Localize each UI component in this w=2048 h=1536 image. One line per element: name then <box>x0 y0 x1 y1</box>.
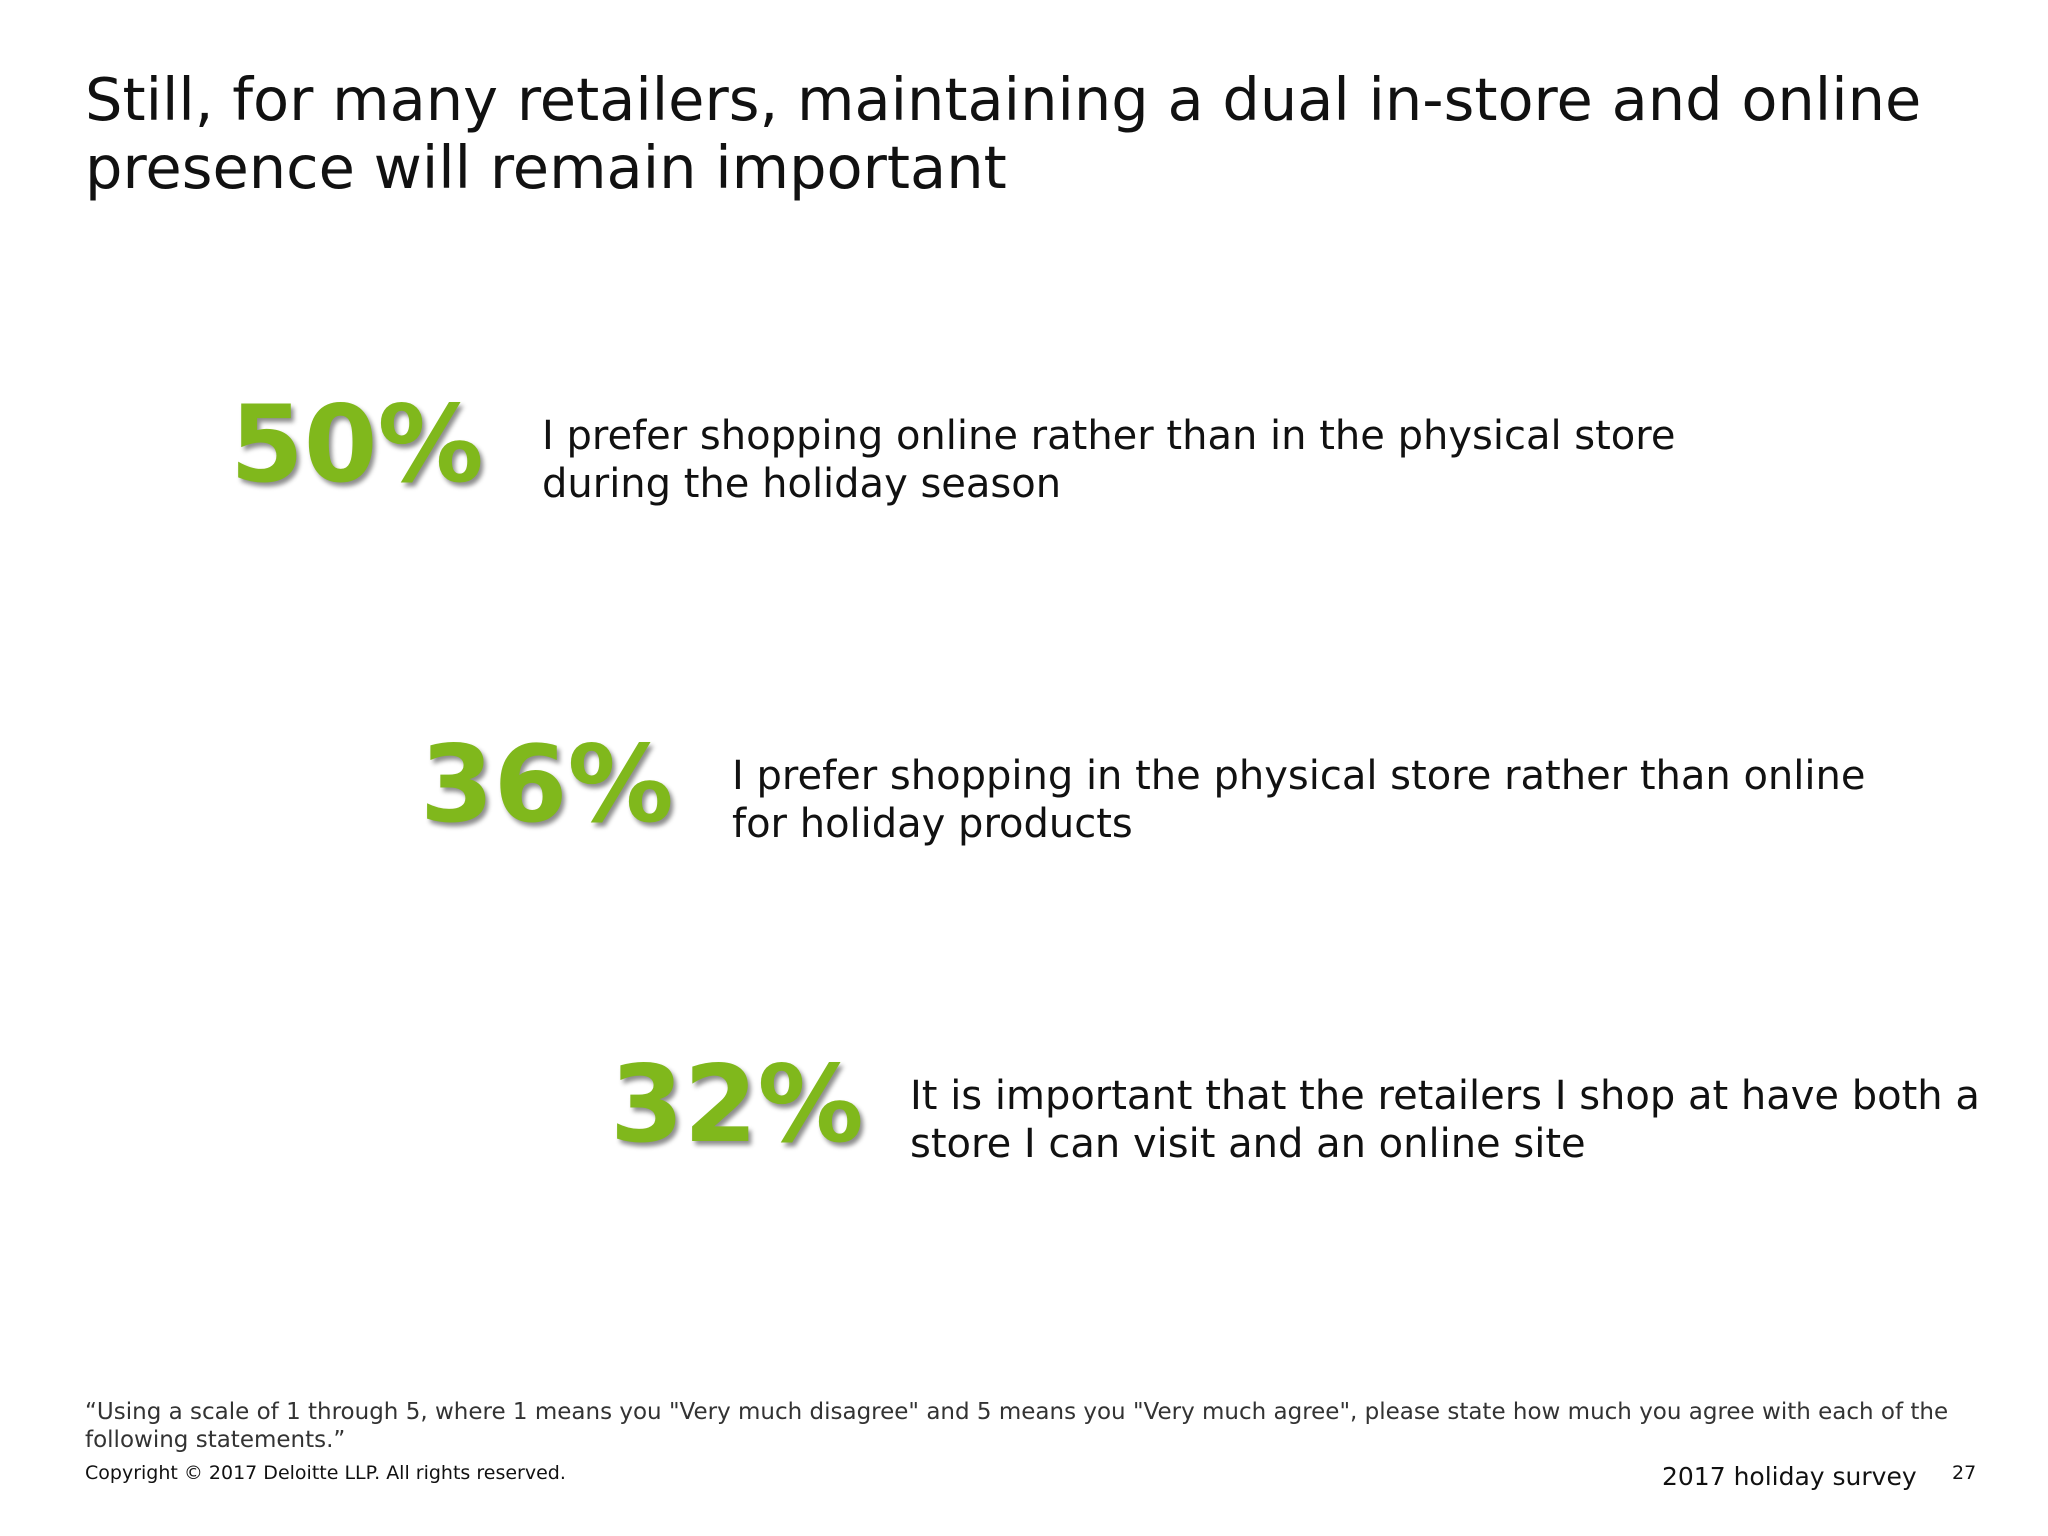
stat-value: 36% <box>420 723 674 846</box>
copyright: Copyright © 2017 Deloitte LLP. All right… <box>85 1462 566 1484</box>
stat-value: 32% <box>610 1043 864 1166</box>
page-number: 27 <box>1952 1462 1977 1484</box>
stat-value: 50% <box>230 383 484 506</box>
footnote: “Using a scale of 1 through 5, where 1 m… <box>85 1399 1949 1453</box>
stat-text: I prefer shopping in the physical store … <box>732 753 1866 847</box>
stat-text: It is important that the retailers I sho… <box>910 1073 1980 1167</box>
stat-text: I prefer shopping online rather than in … <box>542 413 1676 507</box>
page-title: Still, for many retailers, maintaining a… <box>85 65 1922 202</box>
survey-label: 2017 holiday survey <box>1662 1462 1917 1491</box>
